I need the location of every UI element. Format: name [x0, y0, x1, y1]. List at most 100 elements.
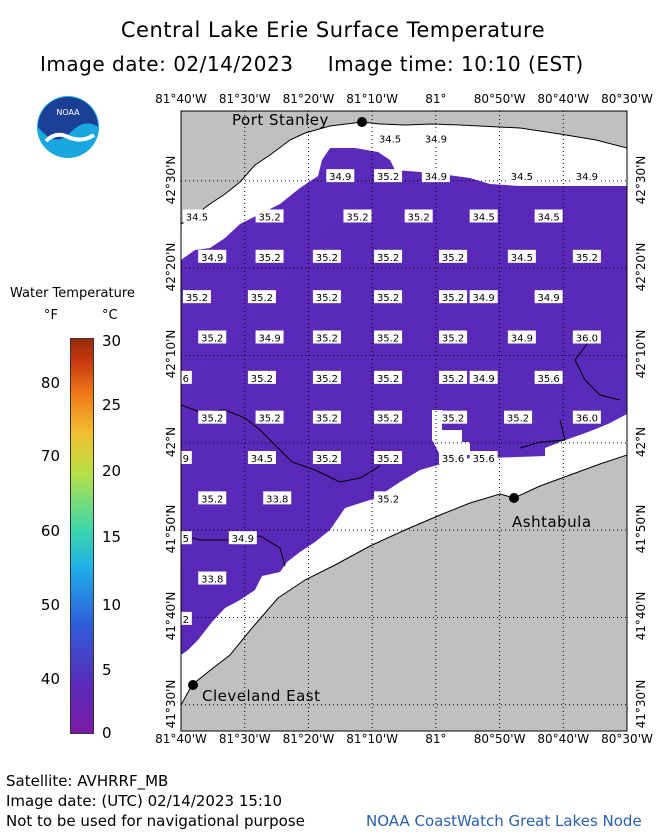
temperature-label: 33.8	[198, 571, 227, 586]
temperature-value: 35.2	[442, 414, 464, 425]
temperature-value: 35.2	[201, 414, 223, 425]
temperature-label: 35.2	[247, 290, 276, 304]
temperature-value: 35.2	[316, 414, 338, 425]
temperature-value: 34.5	[186, 212, 208, 223]
temperature-value: 34.5	[136, 253, 158, 264]
temperature-label: 35.6	[469, 451, 498, 465]
legend-f-tick: 70	[40, 447, 60, 465]
graticule	[181, 111, 627, 731]
noaa-logo-text: NOAA	[56, 108, 80, 117]
temperature-label: 35.2	[374, 249, 403, 264]
temperature-value: 34.9	[576, 172, 598, 183]
temperature-value: 34.9	[258, 334, 280, 345]
legend-c-tick: 30	[102, 332, 122, 350]
temperature-value: 36.0	[576, 334, 598, 345]
temperature-label: 35.2	[374, 290, 403, 304]
credit-link[interactable]: NOAA CoastWatch Great Lakes Node	[366, 812, 642, 830]
temperature-label: 35.2	[404, 209, 433, 223]
temperature-value: 34.9	[473, 374, 495, 385]
temperature-label: 35.2	[181, 611, 192, 626]
temperature-value: 34.2	[136, 414, 158, 425]
temperature-label: 34.5	[375, 131, 404, 145]
temperature-value: 35.2	[576, 253, 598, 264]
temperature-label: 34.9	[421, 169, 450, 183]
temperature-value: 35.2	[377, 454, 399, 465]
temperature-label: 35.2	[439, 330, 468, 345]
temperature-label: 34.2	[133, 411, 161, 425]
longitude-label: 80°50'W	[473, 732, 526, 746]
temperature-value: 34.9	[329, 172, 351, 183]
temperature-value: 35.2	[377, 334, 399, 345]
temperature-value: 33.8	[201, 575, 223, 586]
image-datetime: Image date: 02/14/2023 Image time: 10:10…	[40, 52, 584, 76]
legend-f-tick: 80	[40, 374, 60, 392]
temperature-label: 34.9	[228, 531, 257, 545]
temperature-value: 34.5	[379, 134, 401, 145]
legend-c-tick: 20	[102, 462, 122, 480]
temperature-value: 35.2	[316, 454, 338, 465]
temperature-value: 35.2	[316, 334, 338, 345]
temperature-label: 35.2	[374, 451, 403, 465]
temperature-label: 34.9	[181, 451, 192, 465]
utc-date-label: Image date: (UTC) 02/14/2023 15:10	[6, 792, 283, 810]
temperature-label: 33.8	[263, 491, 292, 505]
longitude-label: 81°	[425, 92, 447, 106]
longitude-label: 81°20'W	[282, 732, 335, 746]
temperature-label: 35.2	[255, 209, 284, 223]
temperature-value: 35.2	[346, 212, 368, 223]
temperature-value: 34.9	[511, 334, 533, 345]
temperature-label: 35.2	[374, 169, 403, 183]
temperature-label: 35.2	[312, 451, 341, 465]
longitude-label: 80°30'W	[601, 732, 653, 746]
temperature-value: 35.2	[258, 212, 280, 223]
temperature-label: 35.2	[439, 249, 468, 264]
temperature-label: 35.2	[133, 331, 161, 345]
longitude-label: 80°40'W	[537, 92, 590, 106]
temperature-label: 35.2	[374, 491, 403, 505]
temperature-value: 35.2	[377, 172, 399, 183]
temperature-value: 35.2	[258, 253, 280, 264]
longitude-label: 81°	[425, 732, 447, 746]
temperature-label: 35.2	[374, 410, 403, 425]
temperature-label: 35.2	[439, 410, 468, 425]
legend-unit-c: °C	[102, 308, 118, 323]
noaa-logo: NOAA	[36, 95, 100, 159]
temperature-value: 35.2	[442, 293, 464, 304]
temperature-label: 34.9	[572, 169, 601, 183]
temperature-value: 35.2	[186, 293, 208, 304]
port-stanley-label: Port Stanley	[232, 111, 329, 129]
cleveland-east-label: Cleveland East	[202, 687, 321, 705]
temperature-label: 35.2	[439, 290, 468, 304]
temperature-label: 33.4	[133, 572, 161, 586]
temperature-label: 35.6	[133, 491, 161, 505]
temperature-labels: 34.5 34.9 34.9 35.2 34.9 34.5 34.9 34.5 35.2 35.2…	[133, 131, 601, 626]
temperature-value: 35.2	[377, 374, 399, 385]
color-scale-bar	[70, 338, 94, 734]
longitude-label: 80°50'W	[473, 92, 526, 106]
temperature-value: 35.6	[473, 454, 495, 465]
temperature-label: 36.0	[572, 410, 601, 425]
ashtabula-marker	[509, 493, 519, 503]
border-line-3	[519, 339, 621, 449]
legend-unit-f: °F	[44, 308, 58, 323]
temperature-label: 35.2	[198, 330, 227, 345]
temperature-label: 34.9	[255, 330, 284, 345]
temperature-label: 34.5	[469, 209, 498, 223]
temperature-label: 35.6	[534, 370, 563, 385]
cleveland-east-marker	[188, 680, 198, 690]
satellite-label: Satellite: AVHRRF_MB	[6, 772, 169, 790]
temperature-value: 34.9	[232, 534, 254, 545]
temperature-value: 34.5	[167, 534, 189, 545]
legend-f-tick: 50	[40, 596, 60, 614]
temperature-label: 35.2	[343, 209, 372, 223]
temperature-value: 35.2	[408, 212, 430, 223]
temperature-label: 34.9	[534, 290, 563, 304]
map-frame	[180, 110, 628, 732]
legend-c-tick: 10	[102, 596, 122, 614]
port-stanley-marker	[357, 117, 367, 127]
temperature-label: 35.6	[181, 370, 192, 385]
temperature-value: 35.2	[507, 414, 529, 425]
water-surface	[181, 148, 627, 655]
longitude-label: 81°30'W	[218, 92, 271, 106]
temperature-label: 34.9	[198, 249, 227, 264]
